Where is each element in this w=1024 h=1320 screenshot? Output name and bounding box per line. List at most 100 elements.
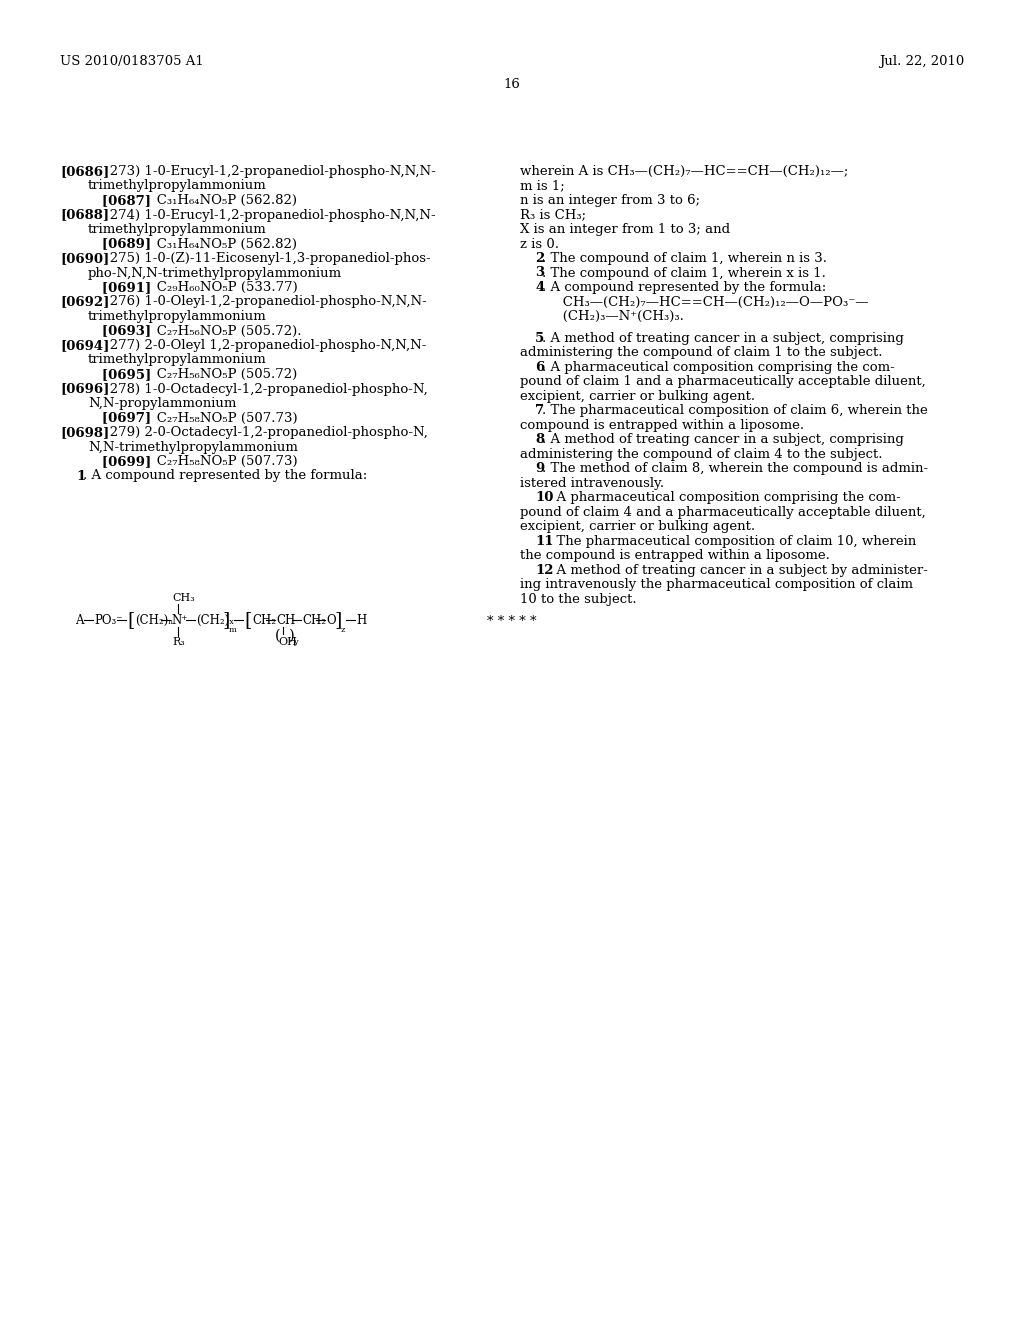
Text: R₃ is CH₃;: R₃ is CH₃; [520, 209, 586, 222]
Text: CH₃—(CH₂)₇—HC==CH—(CH₂)₁₂—O—PO₃⁻—: CH₃—(CH₂)₇—HC==CH—(CH₂)₁₂—O—PO₃⁻— [550, 296, 868, 309]
Text: C₂₇H₅₆NO₅P (505.72): C₂₇H₅₆NO₅P (505.72) [143, 368, 297, 381]
Text: n is an integer from 3 to 6;: n is an integer from 3 to 6; [520, 194, 700, 207]
Text: ]: ] [222, 611, 229, 630]
Text: trimethylpropylammonium: trimethylpropylammonium [88, 180, 266, 193]
Text: 2: 2 [535, 252, 544, 265]
Text: compound is entrapped within a liposome.: compound is entrapped within a liposome. [520, 418, 804, 432]
Text: 16: 16 [504, 78, 520, 91]
Text: administering the compound of claim 4 to the subject.: administering the compound of claim 4 to… [520, 447, 883, 461]
Text: [: [ [244, 611, 251, 630]
Text: H: H [356, 614, 367, 627]
Text: . A pharmaceutical composition comprising the com-: . A pharmaceutical composition comprisin… [542, 360, 894, 374]
Text: 10 to the subject.: 10 to the subject. [520, 593, 637, 606]
Text: N⁺: N⁺ [171, 614, 187, 627]
Text: CH: CH [276, 614, 295, 627]
Text: the compound is entrapped within a liposome.: the compound is entrapped within a lipos… [520, 549, 829, 562]
Text: 8: 8 [535, 433, 544, 446]
Text: R₃: R₃ [172, 638, 184, 647]
Text: 275) 1-0-(Z)-11-Eicosenyl-1,3-propanediol-phos-: 275) 1-0-(Z)-11-Eicosenyl-1,3-propanedio… [97, 252, 431, 265]
Text: (CH₂)₃—N⁺(CH₃)₃.: (CH₂)₃—N⁺(CH₃)₃. [550, 310, 684, 323]
Text: 9: 9 [535, 462, 544, 475]
Text: 5: 5 [535, 331, 544, 345]
Text: . A compound represented by the formula:: . A compound represented by the formula: [542, 281, 825, 294]
Text: 273) 1-0-Erucyl-1,2-propanediol-phospho-N,N,N-: 273) 1-0-Erucyl-1,2-propanediol-phospho-… [97, 165, 436, 178]
Text: ing intravenously the pharmaceutical composition of claim: ing intravenously the pharmaceutical com… [520, 578, 913, 591]
Text: 3: 3 [535, 267, 544, 280]
Text: (CH₂)ₓ: (CH₂)ₓ [196, 614, 234, 627]
Text: N,N-trimethylpropylammonium: N,N-trimethylpropylammonium [88, 441, 298, 454]
Text: [0696]: [0696] [60, 383, 110, 396]
Text: (CH₂)ₙ: (CH₂)ₙ [135, 614, 173, 627]
Text: C₂₉H₆₀NO₅P (533.77): C₂₉H₆₀NO₅P (533.77) [143, 281, 298, 294]
Text: . The compound of claim 1, wherein x is 1.: . The compound of claim 1, wherein x is … [542, 267, 825, 280]
Text: wherein A is CH₃—(CH₂)₇—HC==CH—(CH₂)₁₂—;: wherein A is CH₃—(CH₂)₇—HC==CH—(CH₂)₁₂—; [520, 165, 848, 178]
Text: 279) 2-0-Octadecyl-1,2-propanediol-phospho-N,: 279) 2-0-Octadecyl-1,2-propanediol-phosp… [97, 426, 428, 440]
Text: 12: 12 [535, 564, 554, 577]
Text: [0699]: [0699] [88, 455, 152, 469]
Text: [: [ [127, 611, 134, 630]
Text: [0690]: [0690] [60, 252, 110, 265]
Text: ]: ] [334, 611, 341, 630]
Text: [0687]: [0687] [88, 194, 151, 207]
Text: C₃₁H₆₄NO₅P (562.82): C₃₁H₆₄NO₅P (562.82) [143, 194, 297, 207]
Text: CH₂: CH₂ [302, 614, 326, 627]
Text: . The pharmaceutical composition of claim 10, wherein: . The pharmaceutical composition of clai… [548, 535, 916, 548]
Text: C₂₇H₅₈NO₅P (507.73): C₂₇H₅₈NO₅P (507.73) [143, 412, 297, 425]
Text: . The compound of claim 1, wherein n is 3.: . The compound of claim 1, wherein n is … [542, 252, 826, 265]
Text: C₂₇H₅₆NO₅P (505.72).: C₂₇H₅₆NO₅P (505.72). [143, 325, 301, 338]
Text: [0691]: [0691] [88, 281, 152, 294]
Text: 276) 1-0-Oleyl-1,2-propanediol-phospho-N,N,N-: 276) 1-0-Oleyl-1,2-propanediol-phospho-N… [97, 296, 427, 309]
Text: 11: 11 [535, 535, 554, 548]
Text: C₃₁H₆₄NO₅P (562.82): C₃₁H₆₄NO₅P (562.82) [143, 238, 297, 251]
Text: . A method of treating cancer in a subject, comprising: . A method of treating cancer in a subje… [542, 331, 903, 345]
Text: 274) 1-0-Erucyl-1,2-propanediol-phospho-N,N,N-: 274) 1-0-Erucyl-1,2-propanediol-phospho-… [97, 209, 436, 222]
Text: . The pharmaceutical composition of claim 6, wherein the: . The pharmaceutical composition of clai… [542, 404, 928, 417]
Text: 1: 1 [77, 470, 86, 483]
Text: pound of claim 1 and a pharmaceutically acceptable diluent,: pound of claim 1 and a pharmaceutically … [520, 375, 926, 388]
Text: [0688]: [0688] [60, 209, 110, 222]
Text: . A method of treating cancer in a subject by administer-: . A method of treating cancer in a subje… [548, 564, 928, 577]
Text: 4: 4 [535, 281, 544, 294]
Text: m is 1;: m is 1; [520, 180, 565, 193]
Text: [0689]: [0689] [88, 238, 152, 251]
Text: 278) 1-0-Octadecyl-1,2-propanediol-phospho-N,: 278) 1-0-Octadecyl-1,2-propanediol-phosp… [97, 383, 428, 396]
Text: Jul. 22, 2010: Jul. 22, 2010 [879, 55, 964, 69]
Text: [0694]: [0694] [60, 339, 110, 352]
Text: . A compound represented by the formula:: . A compound represented by the formula: [83, 470, 368, 483]
Text: OH: OH [278, 638, 297, 647]
Text: CH₂: CH₂ [252, 614, 276, 627]
Text: [0686]: [0686] [60, 165, 110, 178]
Text: pho-N,N,N-trimethylpropylammonium: pho-N,N,N-trimethylpropylammonium [88, 267, 342, 280]
Text: * * * * *: * * * * * [487, 615, 537, 628]
Text: istered intravenously.: istered intravenously. [520, 477, 665, 490]
Text: ): ) [289, 630, 295, 643]
Text: . The method of claim 8, wherein the compound is admin-: . The method of claim 8, wherein the com… [542, 462, 928, 475]
Text: . A method of treating cancer in a subject, comprising: . A method of treating cancer in a subje… [542, 433, 903, 446]
Text: 10: 10 [535, 491, 553, 504]
Text: [0695]: [0695] [88, 368, 152, 381]
Text: [0698]: [0698] [60, 426, 110, 440]
Text: C₂₇H₅₈NO₅P (507.73): C₂₇H₅₈NO₅P (507.73) [143, 455, 297, 469]
Text: administering the compound of claim 1 to the subject.: administering the compound of claim 1 to… [520, 346, 883, 359]
Text: z is 0.: z is 0. [520, 238, 559, 251]
Text: 277) 2-0-Oleyl 1,2-propanediol-phospho-N,N,N-: 277) 2-0-Oleyl 1,2-propanediol-phospho-N… [97, 339, 427, 352]
Text: (: ( [275, 630, 281, 643]
Text: excipient, carrier or bulking agent.: excipient, carrier or bulking agent. [520, 520, 755, 533]
Text: [0693]: [0693] [88, 325, 152, 338]
Text: PO₃⁻: PO₃⁻ [94, 614, 123, 627]
Text: [0697]: [0697] [88, 412, 152, 425]
Text: CH₃: CH₃ [172, 593, 195, 603]
Text: N,N-propylammonium: N,N-propylammonium [88, 397, 237, 411]
Text: y: y [293, 638, 298, 645]
Text: . A pharmaceutical composition comprising the com-: . A pharmaceutical composition comprisin… [548, 491, 901, 504]
Text: excipient, carrier or bulking agent.: excipient, carrier or bulking agent. [520, 389, 755, 403]
Text: US 2010/0183705 A1: US 2010/0183705 A1 [60, 55, 204, 69]
Text: trimethylpropylammonium: trimethylpropylammonium [88, 354, 266, 367]
Text: trimethylpropylammonium: trimethylpropylammonium [88, 223, 266, 236]
Text: z: z [341, 626, 345, 634]
Text: m: m [229, 626, 237, 634]
Text: 7: 7 [535, 404, 544, 417]
Text: [0692]: [0692] [60, 296, 110, 309]
Text: X is an integer from 1 to 3; and: X is an integer from 1 to 3; and [520, 223, 730, 236]
Text: 6: 6 [535, 360, 544, 374]
